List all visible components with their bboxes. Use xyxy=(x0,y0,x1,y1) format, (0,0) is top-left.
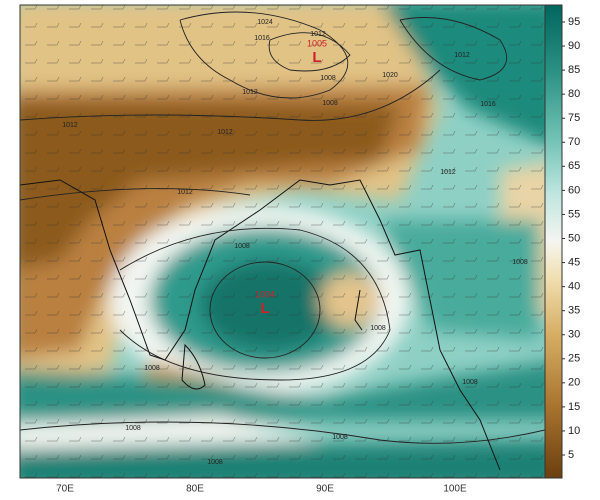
colorbar-label: 65 xyxy=(568,160,580,172)
colorbar-label: 50 xyxy=(568,232,580,244)
isobar-label: 1012 xyxy=(242,89,258,96)
colorbar-label: 55 xyxy=(568,208,580,220)
colorbar-label: 45 xyxy=(568,256,580,268)
low-pressure-value: 1004 xyxy=(255,289,275,299)
isobar-labels: 1024 1016 1012 1012 1008 1020 1012 1016 1012 1012… xyxy=(62,19,528,466)
low-symbol: L xyxy=(312,49,321,66)
isobar-label: 1008 xyxy=(322,100,338,107)
isobar-label: 1012 xyxy=(310,31,326,38)
colorbar-label: 40 xyxy=(568,281,580,293)
isobar-label: 1008 xyxy=(125,425,141,432)
longitude-label: 80E xyxy=(186,484,204,495)
isobar-label: 1020 xyxy=(382,72,398,79)
longitude-label: 100E xyxy=(443,484,467,495)
colorbar xyxy=(544,4,563,479)
isobar-label: 1012 xyxy=(217,129,233,136)
colorbar-label: 15 xyxy=(568,401,580,413)
isobar-label: 1008 xyxy=(462,379,478,386)
colorbar-label: 70 xyxy=(568,136,580,148)
longitude-label: 90E xyxy=(316,484,334,495)
colorbar-label: 80 xyxy=(568,88,580,100)
isobar-label: 1008 xyxy=(332,434,348,441)
longitude-label: 70E xyxy=(56,484,74,495)
isobar-label: 1016 xyxy=(480,101,496,108)
colorbar-label: 75 xyxy=(568,112,580,124)
colorbar-label: 60 xyxy=(568,184,580,196)
low-pressure-value: 1005 xyxy=(307,38,327,48)
isobar-label: 1024 xyxy=(257,19,273,26)
colorbar-label: 85 xyxy=(568,64,580,76)
colorbar-label: 5 xyxy=(568,449,574,461)
colorbar-labels: 95 90 85 80 75 70 65 60 55 50 45 40 35 30 25 20 15 10 5 xyxy=(562,16,580,461)
isobar-label: 1008 xyxy=(234,243,250,250)
isobar-label: 1016 xyxy=(254,35,270,42)
isobar-label: 1008 xyxy=(144,365,160,372)
isobar-label: 1012 xyxy=(62,122,78,129)
colorbar-label: 90 xyxy=(568,40,580,52)
isobar-label: 1012 xyxy=(454,52,470,59)
isobar-label: 1008 xyxy=(320,75,336,82)
isobar-label: 1012 xyxy=(440,169,456,176)
isobar-label: 1008 xyxy=(207,459,223,466)
colorbar-label: 25 xyxy=(568,353,580,365)
isobar-label: 1008 xyxy=(370,325,386,332)
colorbar-label: 35 xyxy=(568,305,580,317)
longitude-labels: 70E 80E 90E 100E xyxy=(56,484,467,495)
colorbar-label: 20 xyxy=(568,377,580,389)
low-symbol: L xyxy=(260,300,269,317)
isobar-label: 1008 xyxy=(512,259,528,266)
isobar-label: 1012 xyxy=(177,189,193,196)
colorbar-label: 95 xyxy=(568,16,580,28)
colorbar-label: 30 xyxy=(568,329,580,341)
colorbar-label: 10 xyxy=(568,425,580,437)
map xyxy=(20,5,545,478)
